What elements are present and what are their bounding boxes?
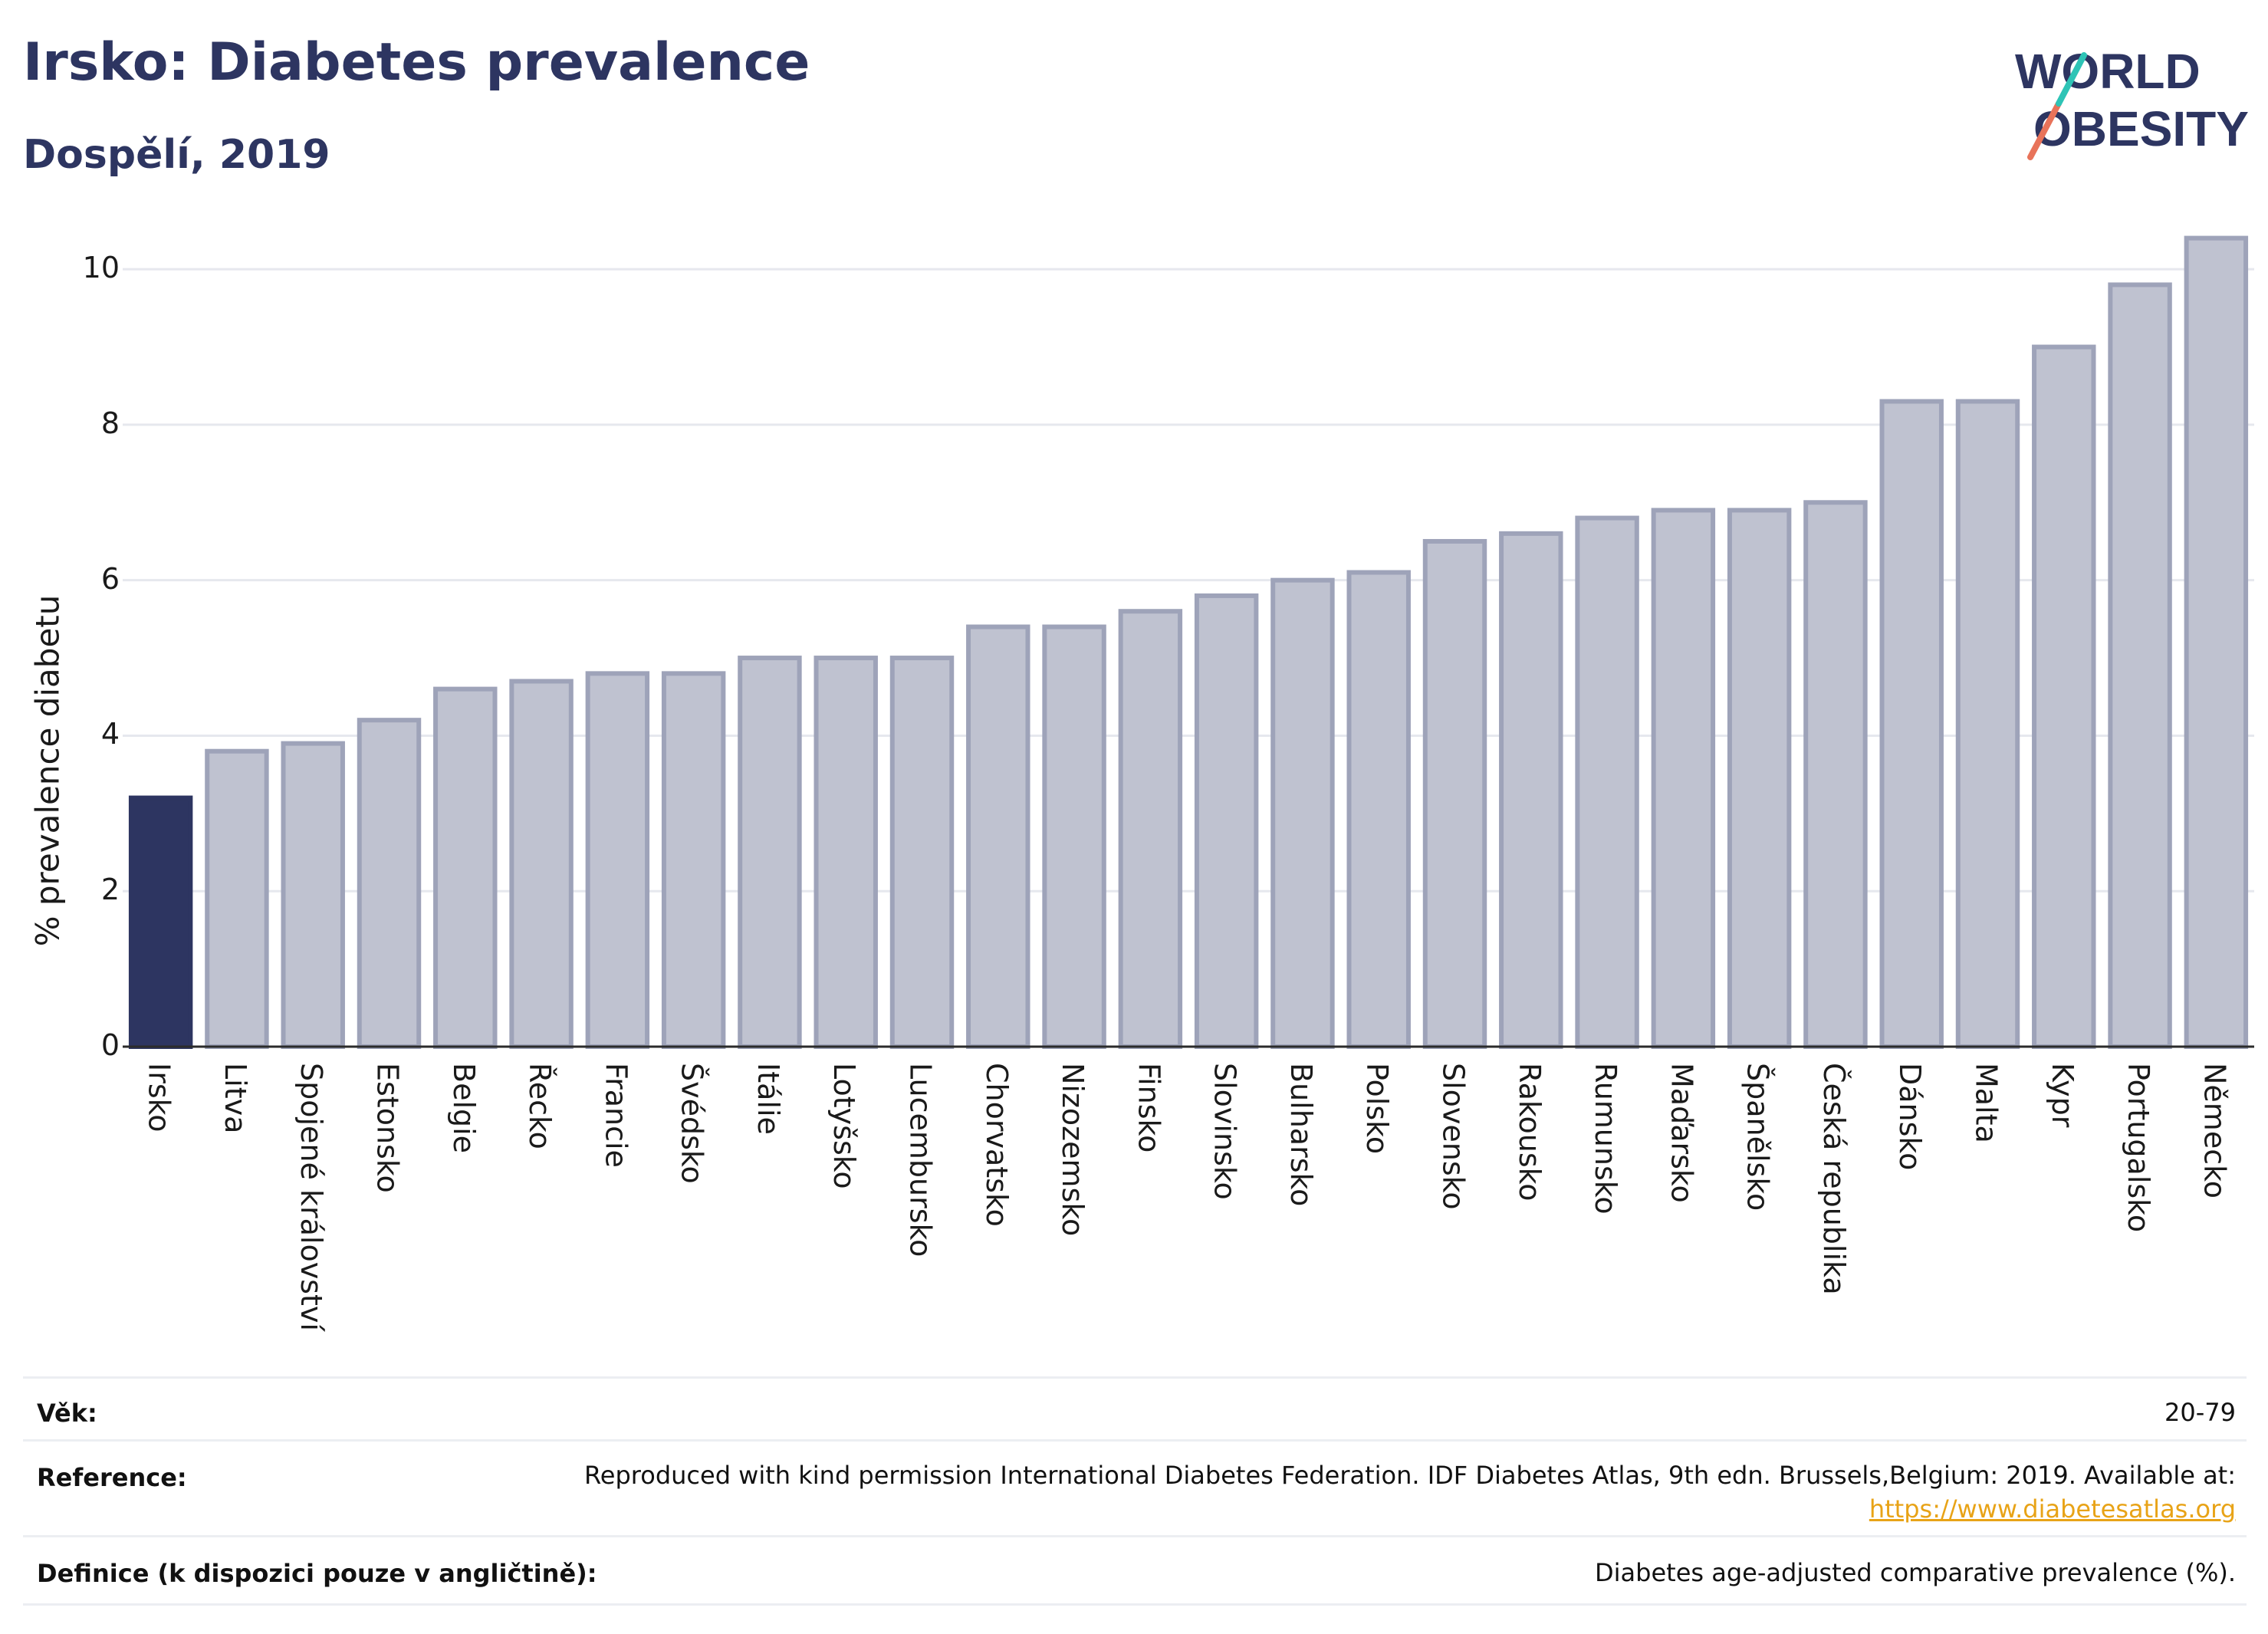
bar-Chorvatsko[interactable] bbox=[966, 624, 1030, 1049]
x-tick-label: Česká republika bbox=[1816, 1063, 1851, 1295]
bar-Maďarsko[interactable] bbox=[1651, 508, 1716, 1049]
x-tick-label: Maďarsko bbox=[1665, 1063, 1699, 1203]
bar-Česká republika[interactable] bbox=[1803, 500, 1868, 1049]
bar-Irsko[interactable] bbox=[128, 795, 193, 1049]
page-title: Irsko: Diabetes prevalence bbox=[23, 32, 810, 93]
y-tick-label: 4 bbox=[100, 717, 120, 751]
bar-Slovinsko[interactable] bbox=[1194, 593, 1259, 1049]
bar-Litva[interactable] bbox=[205, 748, 269, 1049]
footer-row-age: Věk: 20-79 bbox=[23, 1376, 2247, 1442]
x-tick-label: Švédsko bbox=[675, 1063, 709, 1184]
x-tick-label: Bulharsko bbox=[1284, 1063, 1318, 1207]
x-tick-label: Polsko bbox=[1360, 1063, 1395, 1155]
bar-Rakousko[interactable] bbox=[1499, 531, 1563, 1049]
age-value: 20-79 bbox=[2164, 1398, 2236, 1427]
x-tick-label: Slovinsko bbox=[1208, 1063, 1242, 1200]
x-tick-label: Rakousko bbox=[1512, 1063, 1547, 1202]
bar-Rumunsko[interactable] bbox=[1575, 515, 1639, 1049]
y-tick-label: 2 bbox=[100, 873, 120, 907]
bar-Spojené království[interactable] bbox=[281, 741, 345, 1049]
bar-Francie[interactable] bbox=[585, 671, 650, 1049]
logo-line1: WORLD bbox=[2015, 44, 2201, 99]
x-tick-label: Dánsko bbox=[1893, 1063, 1928, 1171]
logo-line2: OBESITY bbox=[2033, 101, 2249, 156]
bar-Itálie[interactable] bbox=[738, 656, 802, 1049]
reference-text: Reproduced with kind permission Internat… bbox=[583, 1461, 2236, 1490]
x-tick-label: Lucembursko bbox=[903, 1063, 938, 1258]
x-tick-label: Nizozemsko bbox=[1056, 1063, 1090, 1237]
x-tick-label: Itálie bbox=[751, 1063, 785, 1135]
x-tick-label: Rumunsko bbox=[1589, 1063, 1623, 1215]
x-tick-label: Litva bbox=[218, 1063, 252, 1134]
footer-row-definition: Definice (k dispozici pouze v angličtině… bbox=[23, 1535, 2247, 1606]
x-tick-label: Španělsko bbox=[1740, 1063, 1775, 1212]
bar-Německo[interactable] bbox=[2184, 235, 2249, 1049]
bar-Lucembursko[interactable] bbox=[889, 656, 955, 1049]
bar-Dánsko[interactable] bbox=[1879, 399, 1944, 1049]
bar-Belgie[interactable] bbox=[433, 686, 498, 1049]
x-tick-label: Francie bbox=[599, 1063, 633, 1168]
x-tick-label: Kypr bbox=[2045, 1063, 2079, 1128]
x-tick-label: Malta bbox=[1969, 1063, 2003, 1143]
bar-Lotyšsko[interactable] bbox=[814, 656, 878, 1049]
bar-Nizozemsko[interactable] bbox=[1042, 624, 1106, 1049]
y-tick-label: 0 bbox=[100, 1028, 120, 1062]
bar-Finsko[interactable] bbox=[1118, 609, 1183, 1049]
x-tick-label: Spojené království bbox=[294, 1063, 329, 1331]
bar-Portugalsko[interactable] bbox=[2108, 282, 2172, 1049]
x-tick-label: Řecko bbox=[523, 1063, 557, 1149]
bar-Slovensko[interactable] bbox=[1422, 538, 1487, 1049]
bar-Bulharsko[interactable] bbox=[1270, 577, 1335, 1049]
bar-Estonsko[interactable] bbox=[357, 718, 422, 1050]
y-tick-label: 10 bbox=[82, 251, 120, 285]
page-subtitle: Dospělí, 2019 bbox=[23, 132, 330, 178]
bar-Malta[interactable] bbox=[1955, 399, 2020, 1049]
definition-label: Definice (k dispozici pouze v angličtině… bbox=[37, 1559, 597, 1588]
x-tick-label: Lotyšsko bbox=[827, 1063, 862, 1189]
bar-Kypr[interactable] bbox=[2032, 344, 2096, 1049]
reference-value: Reproduced with kind permission Internat… bbox=[584, 1458, 2236, 1526]
x-tick-label: Belgie bbox=[446, 1063, 481, 1154]
world-obesity-logo: WORLD OBESITY bbox=[2015, 44, 2249, 160]
x-tick-label: Slovensko bbox=[1436, 1063, 1471, 1210]
x-tick-label: Estonsko bbox=[370, 1063, 405, 1193]
x-tick-label: Německo bbox=[2197, 1063, 2232, 1198]
x-tick-label: Chorvatsko bbox=[979, 1063, 1014, 1227]
definition-value: Diabetes age-adjusted comparative preval… bbox=[1595, 1558, 2236, 1587]
bar-Řecko[interactable] bbox=[509, 679, 574, 1049]
reference-label: Reference: bbox=[37, 1463, 187, 1492]
x-tick-label: Portugalsko bbox=[2122, 1063, 2156, 1233]
age-label: Věk: bbox=[37, 1399, 97, 1428]
footer-row-reference: Reference: Reproduced with kind permissi… bbox=[23, 1439, 2247, 1537]
bar-Polsko[interactable] bbox=[1346, 570, 1411, 1049]
y-tick-label: 6 bbox=[100, 561, 120, 596]
x-tick-label: Finsko bbox=[1132, 1063, 1166, 1153]
x-tick-label: Irsko bbox=[142, 1063, 176, 1133]
bar-Španělsko[interactable] bbox=[1727, 508, 1792, 1049]
reference-link[interactable]: https://www.diabetesatlas.org bbox=[1869, 1494, 2236, 1524]
bar-Švédsko[interactable] bbox=[661, 671, 726, 1049]
y-tick-label: 8 bbox=[100, 406, 120, 440]
